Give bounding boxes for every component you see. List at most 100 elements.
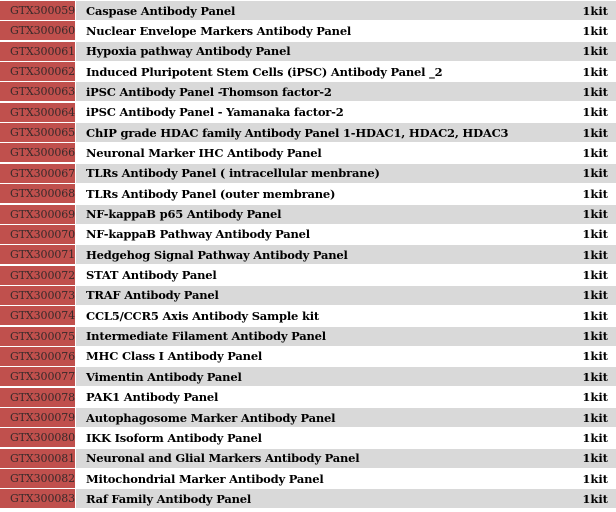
table-row: GTX300061 Hypoxia pathway Antibody Panel 1…	[0, 40, 616, 61]
table-row: GTX300073 TRAF Antibody Panel 1kit	[0, 284, 616, 305]
table-row: GTX300079 Autophagosome Marker Antibody P…	[0, 407, 616, 427]
product-code-cell: GTX300063	[0, 82, 76, 102]
table-row: GTX300060 Nuclear Envelope Markers Antibo…	[0, 20, 616, 41]
quantity-cell: 1kit	[536, 346, 616, 366]
product-name-cell: Caspase Antibody Panel	[76, 1, 536, 20]
table-row: GTX300083 Raf Family Antibody Panel 1kit	[0, 488, 616, 509]
quantity-cell: 1kit	[536, 387, 616, 407]
product-name-cell: iPSC Antibody Panel -Thomson factor-2	[76, 82, 536, 102]
product-name-cell: NF-kappaB p65 Antibody Panel	[76, 204, 536, 224]
product-name-cell: iPSC Antibody Panel - Yamanaka factor-2	[76, 102, 536, 122]
product-name-cell: NF-kappaB Pathway Antibody Panel	[76, 224, 536, 244]
table-row: GTX300080 IKK Isoform Antibody Panel 1kit	[0, 427, 616, 448]
table-row: GTX300070 NF-kappaB Pathway Antibody Pane…	[0, 223, 616, 244]
product-name-cell: Raf Family Antibody Panel	[76, 489, 536, 509]
product-code-cell: GTX300062	[0, 62, 76, 82]
product-name-cell: Nuclear Envelope Markers Antibody Panel	[76, 21, 536, 41]
product-code-cell: GTX300070	[0, 224, 76, 244]
product-name-cell: MHC Class I Antibody Panel	[76, 346, 536, 366]
table-row: GTX300081 Neuronal and Glial Markers Anti…	[0, 447, 616, 468]
product-name-cell: STAT Antibody Panel	[76, 265, 536, 285]
quantity-cell: 1kit	[536, 489, 616, 509]
table-row: GTX300078 PAK1 Antibody Panel 1kit	[0, 386, 616, 407]
quantity-cell: 1kit	[536, 285, 616, 305]
quantity-cell: 1kit	[536, 245, 616, 265]
quantity-cell: 1kit	[536, 1, 616, 20]
quantity-cell: 1kit	[536, 326, 616, 346]
table-row: GTX300082 Mitochondrial Marker Antibody P…	[0, 468, 616, 489]
product-code-cell: GTX300060	[0, 21, 76, 41]
table-row: GTX300072 STAT Antibody Panel 1kit	[0, 264, 616, 285]
table-row: GTX300067 TLRs Antibody Panel ( intracell…	[0, 162, 616, 183]
table-row: GTX300063 iPSC Antibody Panel -Thomson fa…	[0, 81, 616, 102]
product-code-cell: GTX300075	[0, 326, 76, 346]
product-name-cell: TRAF Antibody Panel	[76, 285, 536, 305]
product-code-cell: GTX300077	[0, 367, 76, 387]
product-name-cell: Intermediate Filament Antibody Panel	[76, 326, 536, 346]
product-code-cell: GTX300068	[0, 184, 76, 204]
quantity-cell: 1kit	[536, 163, 616, 183]
product-name-cell: Neuronal Marker IHC Antibody Panel	[76, 143, 536, 163]
product-name-cell: Mitochondrial Marker Antibody Panel	[76, 469, 536, 489]
product-code-cell: GTX300079	[0, 408, 76, 427]
product-code-cell: GTX300067	[0, 163, 76, 183]
product-name-cell: TLRs Antibody Panel (outer membrane)	[76, 184, 536, 204]
product-name-cell: Induced Pluripotent Stem Cells (iPSC) An…	[76, 62, 536, 82]
table-row: GTX300076 MHC Class I Antibody Panel 1kit	[0, 345, 616, 366]
product-name-cell: TLRs Antibody Panel ( intracellular menb…	[76, 163, 536, 183]
quantity-cell: 1kit	[536, 265, 616, 285]
product-code-cell: GTX300081	[0, 448, 76, 468]
product-code-cell: GTX300069	[0, 204, 76, 224]
quantity-cell: 1kit	[536, 143, 616, 163]
product-code-cell: GTX300072	[0, 265, 76, 285]
quantity-cell: 1kit	[536, 448, 616, 468]
product-code-cell: GTX300083	[0, 489, 76, 509]
quantity-cell: 1kit	[536, 204, 616, 224]
product-name-cell: Neuronal and Glial Markers Antibody Pane…	[76, 448, 536, 468]
quantity-cell: 1kit	[536, 21, 616, 41]
table-row: GTX300065 ChIP grade HDAC family Antibody…	[0, 122, 616, 143]
quantity-cell: 1kit	[536, 123, 616, 143]
quantity-cell: 1kit	[536, 62, 616, 82]
product-code-cell: GTX300064	[0, 102, 76, 122]
product-name-cell: Autophagosome Marker Antibody Panel	[76, 408, 536, 427]
product-code-cell: GTX300078	[0, 387, 76, 407]
product-name-cell: ChIP grade HDAC family Antibody Panel 1-…	[76, 123, 536, 143]
quantity-cell: 1kit	[536, 224, 616, 244]
table-row: GTX300064 iPSC Antibody Panel - Yamanaka …	[0, 101, 616, 122]
product-name-cell: IKK Isoform Antibody Panel	[76, 428, 536, 448]
table-row: GTX300069 NF-kappaB p65 Antibody Panel 1ki…	[0, 203, 616, 224]
table-row: GTX300059 Caspase Antibody Panel 1kit	[0, 0, 616, 20]
table-row: GTX300066 Neuronal Marker IHC Antibody Pa…	[0, 142, 616, 163]
product-name-cell: Hypoxia pathway Antibody Panel	[76, 41, 536, 61]
product-name-cell: Hedgehog Signal Pathway Antibody Panel	[76, 245, 536, 265]
quantity-cell: 1kit	[536, 367, 616, 387]
table-row: GTX300068 TLRs Antibody Panel (outer memb…	[0, 183, 616, 204]
product-code-cell: GTX300065	[0, 123, 76, 143]
quantity-cell: 1kit	[536, 428, 616, 448]
table-row: GTX300071 Hedgehog Signal Pathway Antibod…	[0, 244, 616, 265]
product-code-cell: GTX300082	[0, 469, 76, 489]
table-row: GTX300075 Intermediate Filament Antibody …	[0, 325, 616, 346]
table-row: GTX300077 Vimentin Antibody Panel 1kit	[0, 366, 616, 387]
product-code-cell: GTX300073	[0, 285, 76, 305]
quantity-cell: 1kit	[536, 408, 616, 427]
product-code-cell: GTX300066	[0, 143, 76, 163]
product-code-cell: GTX300080	[0, 428, 76, 448]
quantity-cell: 1kit	[536, 82, 616, 102]
product-code-cell: GTX300076	[0, 346, 76, 366]
product-code-cell: GTX300061	[0, 41, 76, 61]
product-name-cell: CCL5/CCR5 Axis Antibody Sample kit	[76, 306, 536, 326]
quantity-cell: 1kit	[536, 102, 616, 122]
quantity-cell: 1kit	[536, 184, 616, 204]
product-code-cell: GTX300059	[0, 1, 76, 20]
table-row: GTX300062 Induced Pluripotent Stem Cells …	[0, 61, 616, 82]
product-name-cell: Vimentin Antibody Panel	[76, 367, 536, 387]
product-code-cell: GTX300074	[0, 306, 76, 326]
quantity-cell: 1kit	[536, 41, 616, 61]
product-name-cell: PAK1 Antibody Panel	[76, 387, 536, 407]
table-row: GTX300074 CCL5/CCR5 Axis Antibody Sample …	[0, 305, 616, 326]
quantity-cell: 1kit	[536, 469, 616, 489]
quantity-cell: 1kit	[536, 306, 616, 326]
